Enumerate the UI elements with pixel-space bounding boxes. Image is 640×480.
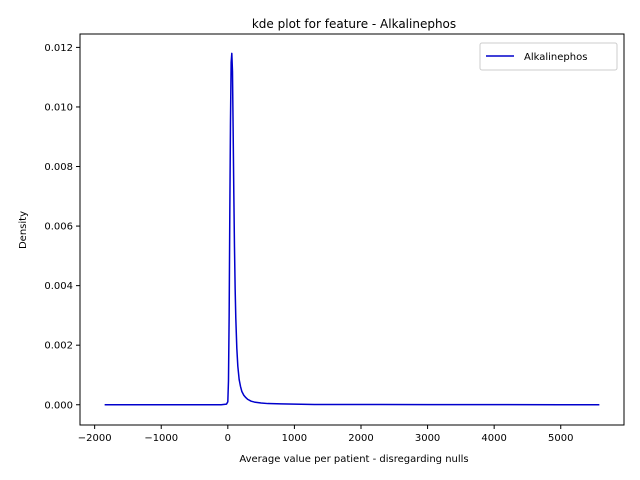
y-tick-label: 0.010: [44, 102, 73, 113]
x-tick-label: 0: [225, 433, 231, 444]
y-tick-label: 0.008: [44, 162, 73, 173]
x-tick-label: 1000: [282, 433, 307, 444]
y-tick-label: 0.000: [44, 400, 73, 411]
y-tick-label: 0.006: [44, 222, 73, 233]
x-tick-label: 5000: [548, 433, 573, 444]
x-tick-label: −2000: [78, 433, 112, 444]
plot-area: [104, 52, 600, 406]
x-axis: −2000 −1000 0 1000 2000 3000 4000 5000: [78, 425, 573, 444]
y-axis: 0.000 0.002 0.004 0.006 0.008 0.010 0.012: [44, 43, 80, 411]
x-tick-label: 2000: [348, 433, 373, 444]
legend: Alkalinephos: [479, 42, 618, 71]
y-tick-label: 0.004: [44, 281, 73, 292]
x-axis-label: Average value per patient - disregarding…: [239, 454, 468, 465]
y-axis-label: Density: [18, 211, 29, 249]
x-tick-label: −1000: [144, 433, 178, 444]
series-line-alkalinephos: [104, 52, 600, 406]
legend-entry-alkalinephos: Alkalinephos: [524, 52, 587, 63]
x-tick-label: 3000: [415, 433, 440, 444]
chart-title: kde plot for feature - Alkalinephos: [252, 17, 456, 31]
x-tick-label: 4000: [481, 433, 506, 444]
y-tick-label: 0.012: [44, 43, 73, 54]
axes-frame: [79, 33, 625, 426]
y-tick-label: 0.002: [44, 341, 73, 352]
legend-box: [479, 42, 618, 71]
